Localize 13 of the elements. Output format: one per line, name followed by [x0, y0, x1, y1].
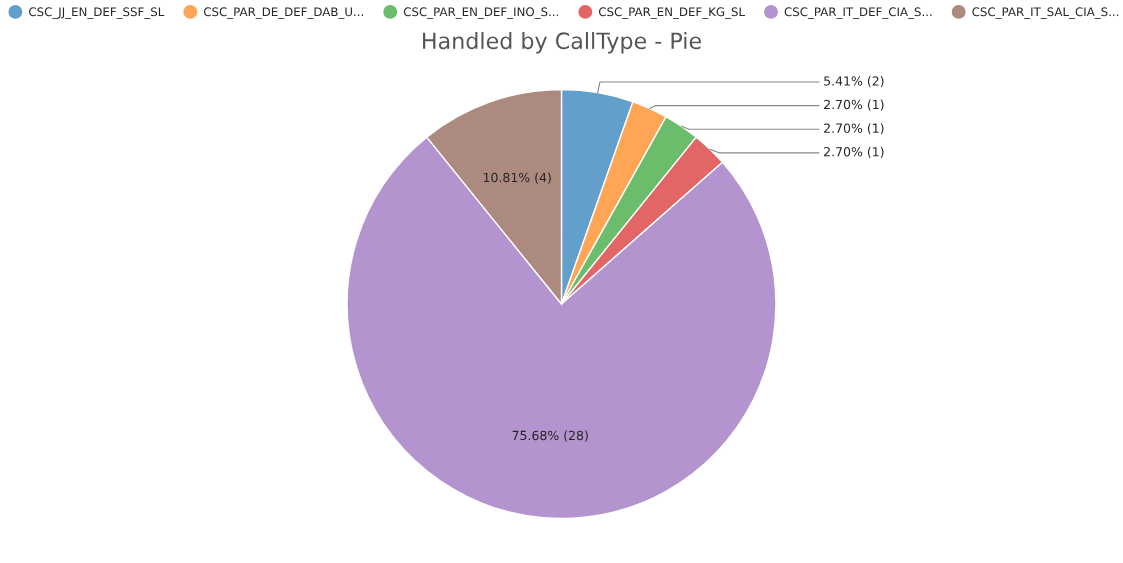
legend-label: CSC_PAR_IT_SAL_CIA_S... [972, 7, 1119, 19]
legend-label: CSC_JJ_EN_DEF_SSF_SL [29, 7, 165, 19]
legend-label: CSC_PAR_DE_DEF_DAB_U... [203, 7, 363, 19]
legend-label: CSC_PAR_EN_DEF_KG_SL [598, 7, 745, 19]
data-label: 2.70% (1) [824, 123, 884, 135]
legend-label: CSC_PAR_IT_DEF_CIA_S... [784, 7, 932, 19]
data-label: 2.70% (1) [824, 99, 884, 111]
data-label: 10.81% (4) [483, 172, 551, 184]
data-label: 5.41% (2) [824, 76, 884, 88]
legend-label: CSC_PAR_EN_DEF_INO_S... [403, 7, 559, 19]
data-label: 75.68% (28) [512, 430, 588, 442]
data-label: 2.70% (1) [824, 146, 884, 158]
text: Handled by CallType - Pie [423, 31, 701, 54]
